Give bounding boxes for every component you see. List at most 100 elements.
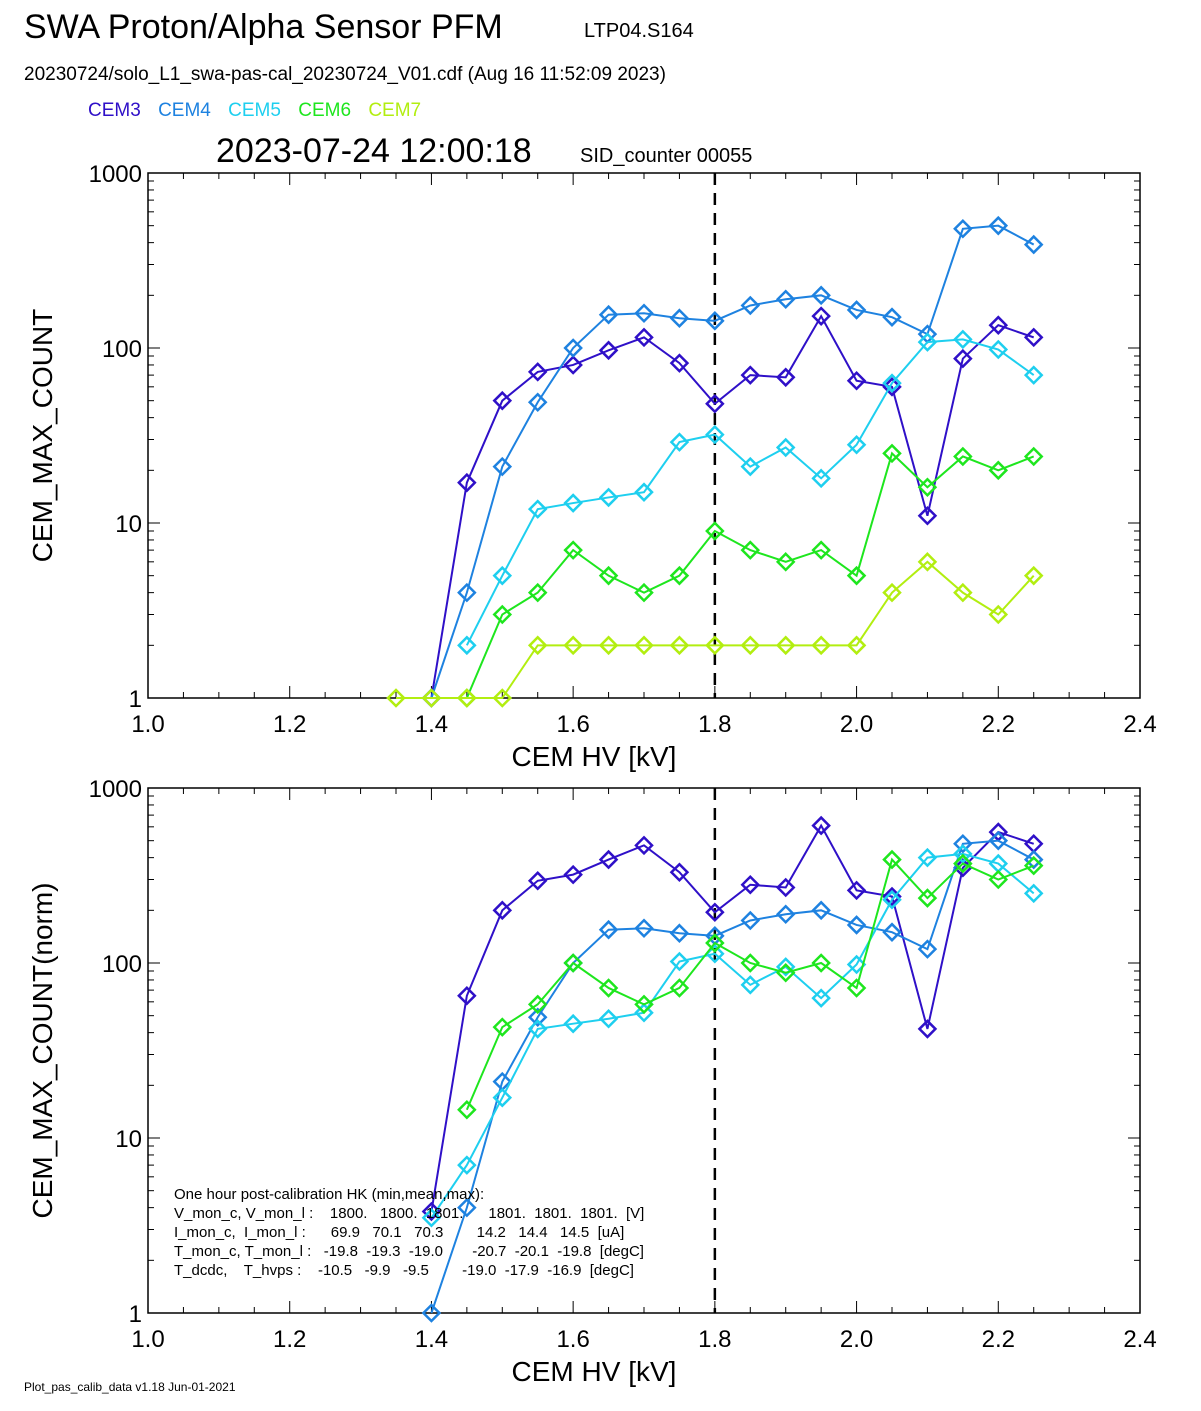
series-cem5 [421, 844, 1044, 1228]
data-point [988, 869, 1009, 890]
data-point [527, 1007, 548, 1027]
data-point [882, 307, 902, 327]
legend-cem5: CEM5 [228, 100, 281, 121]
hk-line: T_mon_c, T_mon_l : -19.8 -19.3 -19.0 -20… [174, 1243, 644, 1260]
data-point [598, 1009, 619, 1029]
data-point [846, 954, 867, 975]
hk-line: One hour post-calibration HK (min,mean,m… [174, 1186, 484, 1203]
data-point [705, 933, 725, 953]
data-point [775, 552, 796, 572]
data-point [563, 355, 583, 375]
x-tick-label: 1.8 [698, 711, 731, 738]
data-point [775, 289, 796, 309]
data-point [598, 565, 619, 586]
data-point [563, 493, 583, 513]
data-point [846, 978, 867, 998]
data-point [634, 1002, 654, 1023]
data-point [811, 540, 831, 560]
data-point [882, 443, 902, 464]
data-point [953, 844, 973, 864]
data-point [882, 849, 902, 870]
series-line-cem5 [430, 852, 1035, 1219]
data-point [953, 348, 973, 369]
data-point [953, 853, 973, 874]
data-point [598, 487, 619, 508]
data-point [775, 367, 796, 388]
data-point [598, 635, 619, 656]
data-point [492, 900, 513, 921]
hk-line: V_mon_c, V_mon_l : 1800. 1800. 1801. 180… [174, 1205, 644, 1222]
data-point [492, 604, 513, 625]
legend-cem7: CEM7 [368, 100, 422, 121]
page-subtitle: LTP04.S164 [584, 20, 694, 42]
x-tick-label: 1.6 [556, 1326, 589, 1353]
hk-table: One hour post-calibration HK (min,mean,m… [174, 1186, 644, 1279]
data-point [457, 1099, 477, 1120]
chart-panel-1: 1.0 1.2 1.4 1.6 1.8 2.0 2.2 2.4 1 10 100 1000 CEM HV… [27, 161, 1157, 772]
x-tick-label: 2.0 [840, 711, 873, 738]
data-point [492, 688, 513, 708]
data-point [1023, 327, 1044, 348]
data-point [740, 540, 761, 560]
data-point [705, 902, 725, 923]
data-point [421, 1208, 442, 1228]
file-line: 20230724/solo_L1_swa-pas-cal_20230724_V0… [24, 64, 666, 85]
data-point [634, 835, 654, 856]
data-point [527, 362, 548, 382]
data-point [740, 975, 761, 995]
data-point [811, 468, 831, 489]
data-point [634, 918, 654, 939]
data-point [421, 688, 442, 708]
data-point [527, 994, 548, 1015]
data-point [882, 922, 902, 942]
series-line-cem3 [430, 823, 1035, 1212]
x-tick-label: 1.6 [556, 711, 589, 738]
data-point [457, 472, 477, 493]
data-point [811, 900, 831, 921]
data-point [775, 957, 796, 977]
data-point [988, 339, 1009, 360]
series-cem3 [421, 306, 1044, 708]
data-point [669, 432, 690, 452]
data-point [988, 604, 1009, 625]
data-point [953, 446, 973, 467]
data-point [669, 923, 690, 943]
data-point [386, 688, 406, 708]
data-point [882, 582, 902, 603]
data-point [811, 306, 831, 326]
data-point [527, 871, 548, 891]
legend-cem4: CEM4 [158, 100, 211, 121]
data-point [598, 978, 619, 998]
x-axis-label: CEM HV [kV] [512, 1356, 677, 1387]
data-point [563, 864, 583, 885]
data-point [917, 1019, 938, 1039]
data-point [705, 311, 725, 331]
data-point [457, 582, 477, 603]
data-point [527, 635, 548, 656]
data-point [775, 877, 796, 898]
x-tick-label: 1.0 [131, 711, 164, 738]
data-point [1023, 883, 1044, 904]
data-point [1023, 855, 1044, 876]
y-tick-label: 1000 [89, 776, 142, 803]
data-point [563, 1013, 583, 1034]
series-line-cem7 [396, 560, 1035, 699]
data-point [669, 353, 690, 373]
data-point [775, 437, 796, 458]
x-tick-label: 1.2 [273, 711, 306, 738]
x-tick-label: 2.0 [840, 1326, 873, 1353]
data-point [1023, 365, 1044, 385]
timestamp: 2023-07-24 12:00:18 [216, 132, 532, 170]
data-point [527, 582, 548, 603]
data-point [811, 285, 831, 306]
data-point [988, 460, 1009, 481]
data-point [492, 565, 513, 586]
data-point [563, 635, 583, 656]
data-point [705, 635, 725, 656]
data-point [917, 477, 938, 498]
data-point [1023, 234, 1044, 255]
data-point [705, 424, 725, 445]
x-tick-label: 2.4 [1123, 711, 1156, 738]
x-tick-label: 2.4 [1123, 1326, 1156, 1353]
hk-line: I_mon_c, I_mon_l : 69.9 70.1 70.3 14.2 1… [174, 1224, 624, 1241]
